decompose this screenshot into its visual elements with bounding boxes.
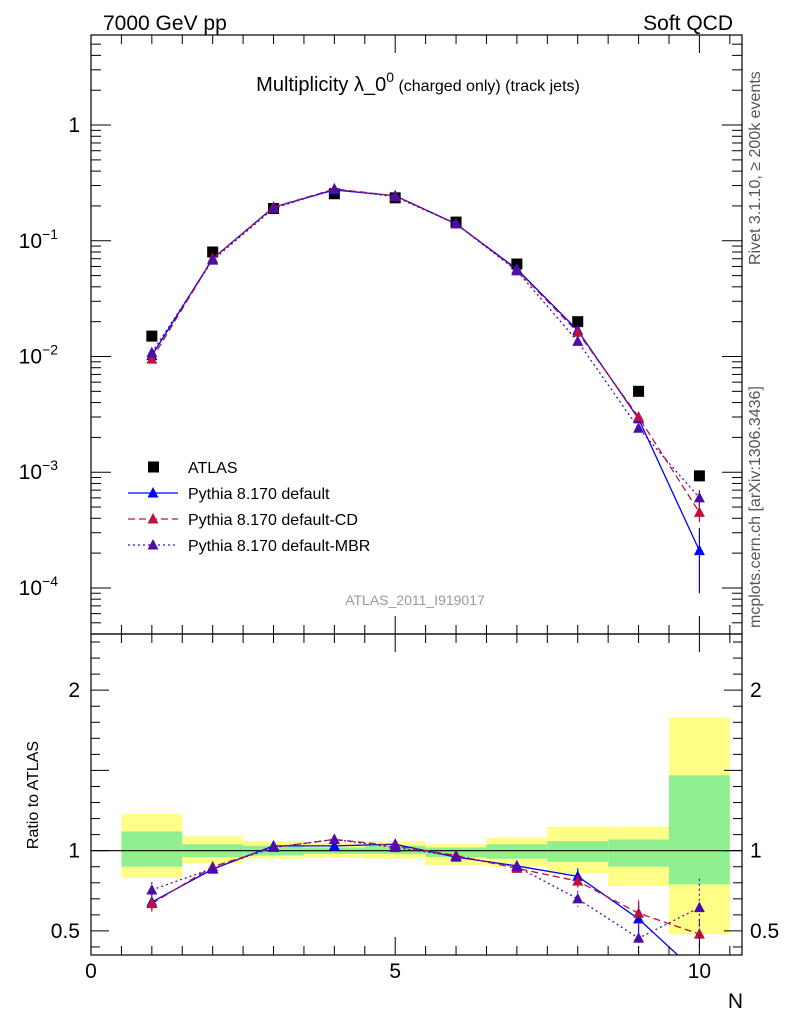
ratio-point: [633, 932, 645, 943]
y-tick-label: 10−2: [19, 341, 59, 368]
mc-point: [693, 544, 705, 556]
band-green-7: [486, 844, 548, 859]
data-point: [693, 470, 705, 482]
legend-label: Pythia 8.170 default: [188, 486, 330, 503]
ratio-frame: [90, 633, 743, 956]
band-green-8: [547, 841, 609, 862]
x-tick-label: 10: [688, 960, 711, 983]
ratio-point: [207, 862, 219, 873]
ratio-point: [693, 901, 705, 913]
ratio-bands: [91, 717, 742, 935]
ratio-point: [146, 897, 158, 909]
series-line-3: [151, 188, 700, 499]
legend-marker: [147, 539, 159, 550]
ratio-point: [450, 850, 462, 861]
ratio-y-tick-label: 0.5: [51, 920, 80, 943]
y-tick-label: 10−3: [19, 457, 59, 484]
ratio-point: [328, 839, 340, 851]
ratio-line-2: [151, 838, 700, 935]
ratio-y-tick-label-right: 1: [750, 840, 762, 863]
ratio-point: [572, 892, 584, 904]
data-point: [146, 330, 158, 342]
ratio-point: [572, 875, 584, 886]
x-tick-label: 0: [85, 960, 97, 983]
header-left: 7000 GeV pp: [103, 12, 227, 35]
data-point: [572, 316, 584, 328]
data-point: [633, 385, 645, 397]
mc-point: [146, 346, 158, 358]
ratio-y-tick-label: 1: [68, 840, 80, 863]
mc-point: [693, 491, 705, 503]
main-series: [146, 183, 705, 594]
mc-point: [633, 422, 645, 433]
band-green-10: [668, 775, 730, 885]
legend: ATLAS Pythia 8.170 default Pythia 8.170 de…: [128, 460, 370, 555]
axes: 0 5 10 1 10−1 10−2 10−3 10−4 0.5 0.5 1 1 2 2: [19, 34, 779, 983]
ratio-y-tick-label-right: 2: [750, 679, 762, 702]
header-right: Soft QCD: [643, 12, 733, 35]
band-green-1: [121, 831, 183, 867]
source-label: mcplots.cern.ch [arXiv:1306.3436]: [747, 386, 764, 628]
legend-label: Pythia 8.170 default-CD: [188, 512, 358, 529]
ratio-point: [268, 841, 280, 852]
ratio-point: [389, 841, 401, 852]
ratio-line-3: [151, 838, 700, 939]
ratio-y-tick-label: 2: [68, 679, 80, 702]
y-tick-label: 10−1: [19, 226, 59, 253]
ratio-y-tick-label-right: 0.5: [750, 920, 779, 943]
legend-label: Pythia 8.170 default-MBR: [188, 538, 370, 555]
mc-point: [511, 264, 523, 276]
ratio-point: [328, 833, 340, 844]
watermark: ATLAS_2011_I919017: [345, 592, 485, 608]
mc-point: [268, 202, 280, 214]
x-axis-label: N: [728, 990, 743, 1013]
legend-marker: [147, 487, 159, 498]
y-tick-label: 10−4: [19, 573, 59, 600]
legend-marker: [148, 461, 159, 473]
ratio-y-label: Ratio to ATLAS: [25, 741, 42, 849]
mc-point: [450, 217, 462, 229]
mc-point: [693, 506, 705, 517]
mc-point: [572, 326, 584, 337]
ratio-point: [693, 928, 705, 939]
mc-point: [572, 335, 584, 346]
band-green-9: [608, 839, 669, 867]
data-point: [207, 246, 219, 258]
ratio-series: [146, 833, 705, 955]
rivet-label: Rivet 3.1.10, ≥ 200k events: [747, 71, 764, 265]
main-title: Multiplicity λ_00 (charged only) (track …: [256, 69, 580, 96]
y-tick-label: 1: [68, 114, 80, 137]
mc-point: [389, 190, 401, 202]
legend-label: ATLAS: [188, 460, 238, 477]
ratio-point: [511, 860, 523, 872]
mc-point: [328, 183, 340, 194]
mc-point: [207, 254, 219, 265]
ratio-point: [146, 883, 158, 895]
mc-point: [633, 411, 645, 422]
series-line-2: [151, 188, 700, 513]
legend-marker: [147, 513, 159, 524]
mc-point: [146, 353, 158, 364]
x-tick-label: 5: [389, 960, 401, 983]
